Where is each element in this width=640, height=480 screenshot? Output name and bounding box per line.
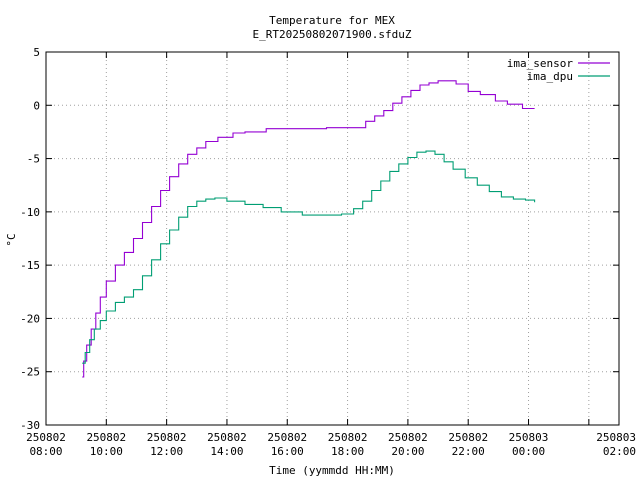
x-tick-time-label: 16:00 <box>271 445 304 458</box>
x-tick-date-label: 250802 <box>86 431 126 444</box>
legend-label-ima-sensor: ima_sensor <box>507 57 574 70</box>
series-group <box>82 80 536 378</box>
x-tick-date-label: 250802 <box>328 431 368 444</box>
y-tick-label: -5 <box>27 153 40 166</box>
x-tick-time-label: 20:00 <box>391 445 424 458</box>
x-tick-time-label: 08:00 <box>29 445 62 458</box>
x-tick-date-label: 250802 <box>267 431 307 444</box>
series-line-ima-sensor <box>82 80 535 378</box>
x-tick-time-label: 18:00 <box>331 445 364 458</box>
y-tick-label: 0 <box>33 99 40 112</box>
y-tick-label: -30 <box>20 419 40 432</box>
y-tick-label: -20 <box>20 312 40 325</box>
x-tick-date-label: 250802 <box>147 431 187 444</box>
x-axis-label: Time (yymmdd HH:MM) <box>269 464 395 477</box>
y-tick-label: -15 <box>20 259 40 272</box>
y-tick-label: -10 <box>20 206 40 219</box>
x-tick-date-label: 250803 <box>509 431 549 444</box>
y-tick-labels: 5 0 -5 -10 -15 -20 -25 -30 <box>20 46 40 432</box>
x-tick-time-label: 02:00 <box>603 445 636 458</box>
y-tick-label: -25 <box>20 366 40 379</box>
x-tick-time-label: 12:00 <box>150 445 183 458</box>
chart-title: Temperature for MEX <box>269 14 395 27</box>
x-tick-date-label: 250802 <box>388 431 428 444</box>
plot-frame <box>45 51 620 426</box>
legend-label-ima-dpu: ima_dpu <box>527 70 573 83</box>
x-tick-date-label: 250802 <box>26 431 66 444</box>
legend: ima_sensor ima_dpu <box>507 57 610 83</box>
chart-subtitle: E_RT20250802071900.sfduZ <box>253 28 412 41</box>
x-tick-time-label: 14:00 <box>210 445 243 458</box>
y-tick-label: 5 <box>33 46 40 59</box>
x-tick-date-label: 250803 <box>596 431 636 444</box>
y-axis-label: °C <box>5 233 18 246</box>
x-tick-date-label: 250802 <box>207 431 247 444</box>
x-tick-labels: 25080208:0025080210:0025080212:002508021… <box>26 431 636 458</box>
x-tick-time-label: 00:00 <box>512 445 545 458</box>
series-line-ima-dpu <box>82 150 536 364</box>
x-tick-time-label: 10:00 <box>90 445 123 458</box>
axis-ticks <box>45 51 619 426</box>
x-tick-date-label: 250802 <box>448 431 488 444</box>
x-tick-time-label: 22:00 <box>452 445 485 458</box>
